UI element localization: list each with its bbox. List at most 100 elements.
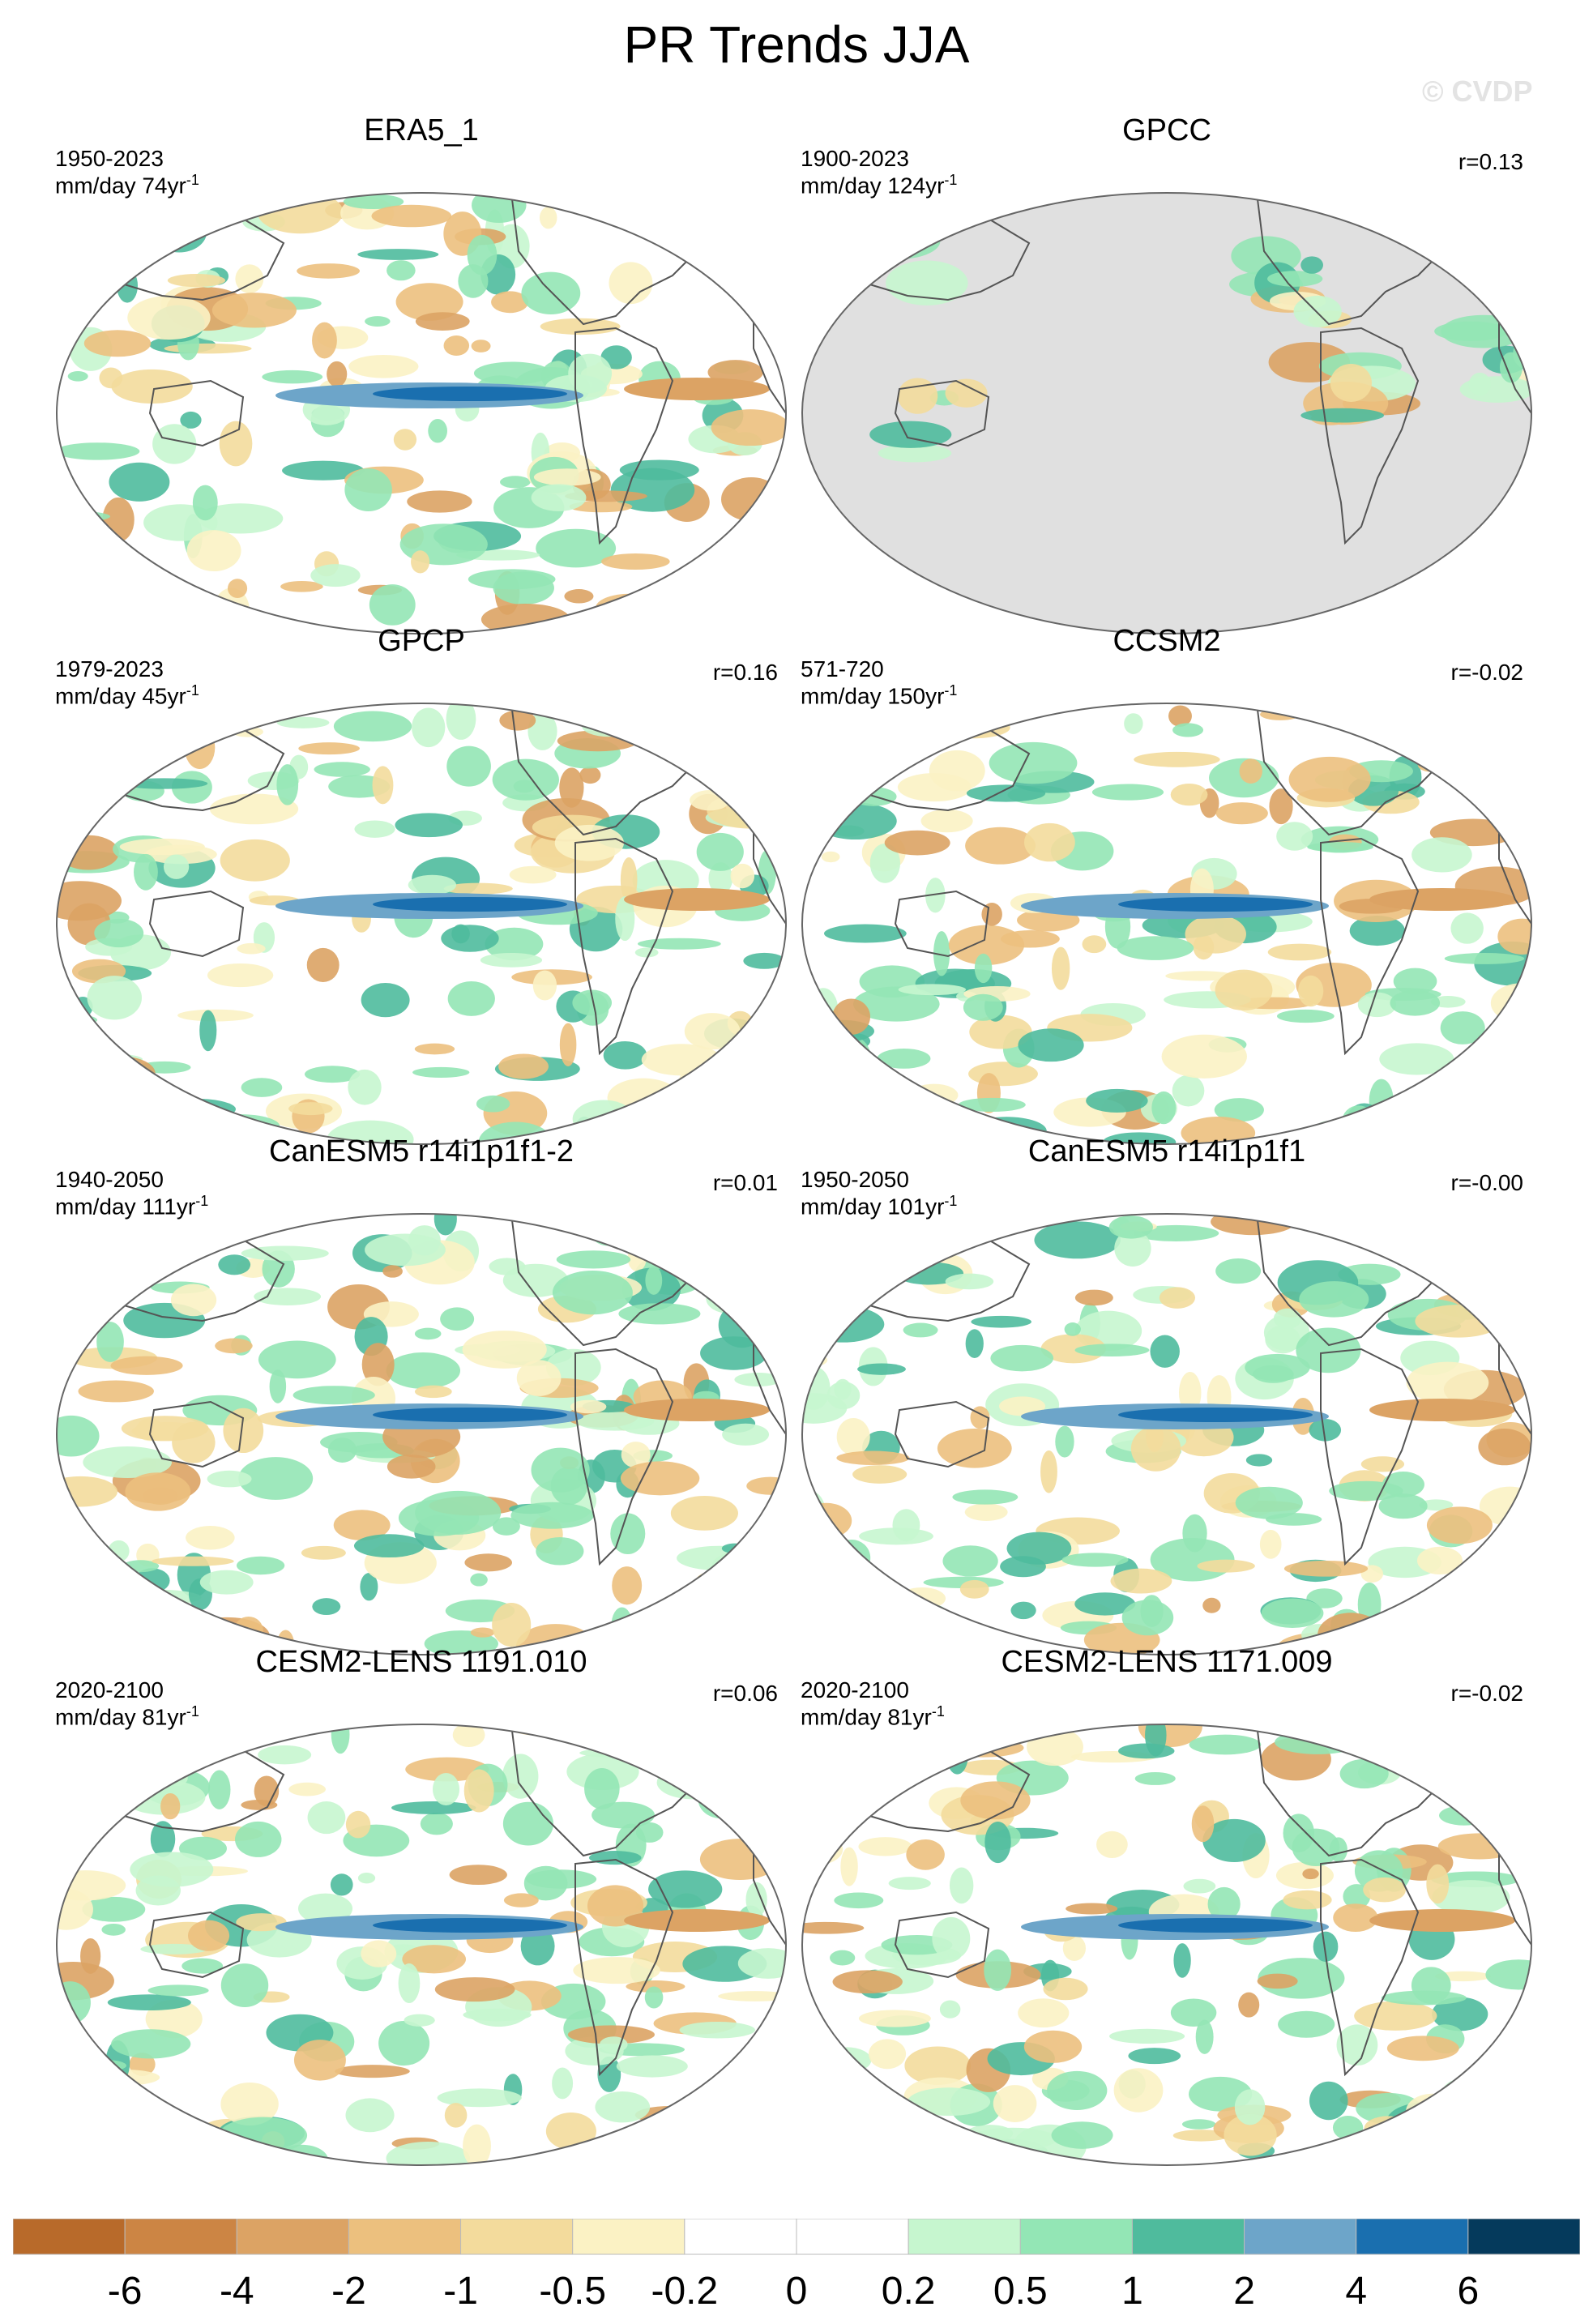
map-svg (56, 1213, 787, 1655)
trend-blob (802, 758, 869, 796)
units-superscript: -1 (186, 1703, 199, 1720)
trend-blob (925, 878, 946, 913)
coastline (1320, 837, 1420, 1056)
trend-blob (620, 1461, 700, 1496)
trend-blob (306, 947, 340, 982)
trend-blob (747, 754, 786, 795)
atlantic-band (624, 1399, 770, 1421)
trend-blob (1380, 195, 1429, 236)
panel-correlation: r=-0.00 (1450, 1170, 1524, 1195)
trend-blob (1055, 1425, 1074, 1458)
trend-blob (492, 1517, 520, 1536)
map-field (802, 1724, 1531, 2165)
trend-blob (298, 742, 360, 755)
trend-blob (449, 1865, 507, 1886)
trend-blob (386, 2141, 471, 2165)
trend-blob (480, 952, 543, 968)
trend-blob (836, 1450, 910, 1465)
panel-title: CanESM5 r14i1p1f1-2 (269, 1134, 574, 1168)
trend-blob (823, 924, 907, 943)
trend-blob (150, 1821, 176, 1857)
trend-blob (596, 593, 664, 622)
panel-years: 1979-2023 (55, 656, 164, 681)
trend-blob (92, 1223, 143, 1250)
trend-blob (485, 927, 544, 961)
coastline (574, 837, 674, 1056)
trend-blob (1283, 1560, 1369, 1577)
atlantic-band (624, 1909, 770, 1932)
trend-blob (1426, 1506, 1493, 1544)
coastline (1498, 1830, 1531, 1947)
trend-blob (945, 1273, 994, 1290)
trend-blob (1354, 2001, 1437, 2031)
trend-blob (679, 2021, 756, 2039)
panel-units: mm/day 74yr-1 (55, 172, 199, 199)
trend-blob (834, 1892, 884, 1909)
trend-blob (125, 1472, 191, 1511)
trend-blob (684, 1013, 741, 1050)
colorbar-tick-label: 1 (1121, 2270, 1143, 2313)
colorbar-segment (13, 2219, 126, 2255)
panel-years: 1940-2050 (55, 1167, 164, 1192)
map-border (56, 1724, 787, 2166)
trend-blob (1395, 703, 1429, 719)
trend-blob (462, 1331, 547, 1369)
trend-blob (199, 1010, 217, 1052)
trend-blob (886, 260, 968, 305)
trend-blob (288, 1782, 327, 1796)
trend-blob (1393, 1610, 1433, 1644)
panel-title: GPCP (378, 624, 465, 658)
trend-blob (227, 579, 248, 598)
coastline (894, 379, 990, 447)
trend-blob (398, 1963, 421, 2003)
trend-blob (597, 2056, 621, 2092)
panel-units: mm/day 81yr-1 (801, 1703, 945, 1730)
trend-blob (182, 1958, 224, 1974)
trend-blob (234, 1821, 282, 1857)
units-superscript: -1 (186, 172, 199, 188)
trend-blob (721, 477, 782, 522)
trend-blob (502, 1754, 539, 1799)
trend-blob (611, 1607, 633, 1644)
trend-blob (802, 811, 836, 836)
trend-blob (297, 263, 361, 279)
coastline (1498, 809, 1531, 926)
trend-blob (199, 1570, 254, 1595)
trend-blob (637, 938, 721, 950)
trend-blob (68, 703, 127, 728)
panel-units: mm/day 124yr-1 (801, 172, 958, 199)
trend-blob (1381, 1990, 1467, 2006)
trend-blob (1505, 775, 1523, 822)
itcz-core (373, 1918, 567, 1933)
trend-blob (609, 262, 653, 305)
trend-blob (144, 1724, 163, 1746)
trend-blob (192, 485, 218, 521)
trend-blob (909, 1083, 959, 1107)
trend-blob (1457, 1724, 1481, 1762)
map-panel: GPCP 1979-2023 mm/day 45yr-1 r=0.16 (49, 624, 794, 1175)
trend-blob (314, 762, 370, 777)
trend-blob (101, 1923, 126, 1936)
trend-blob (492, 1603, 532, 1647)
trend-blob (354, 820, 395, 838)
trend-blob (236, 1556, 285, 1575)
trend-blob (57, 780, 113, 819)
trend-blob (1349, 915, 1405, 946)
trend-blob (1109, 2028, 1185, 2044)
trend-blob (664, 2134, 743, 2165)
trend-blob (90, 545, 140, 587)
trend-blob (878, 444, 952, 463)
trend-blob (1189, 1734, 1262, 1755)
trend-blob (293, 2040, 346, 2081)
trend-blob (554, 824, 625, 861)
trend-blob (532, 970, 557, 1001)
trend-blob (333, 711, 412, 742)
trend-blob (372, 766, 394, 805)
trend-blob (144, 844, 217, 865)
trend-blob (1010, 1601, 1036, 1620)
trend-blob (1239, 758, 1262, 784)
coastline (753, 809, 786, 926)
coastline (1320, 327, 1420, 545)
trend-blob (540, 318, 621, 335)
coastline (894, 1400, 990, 1468)
